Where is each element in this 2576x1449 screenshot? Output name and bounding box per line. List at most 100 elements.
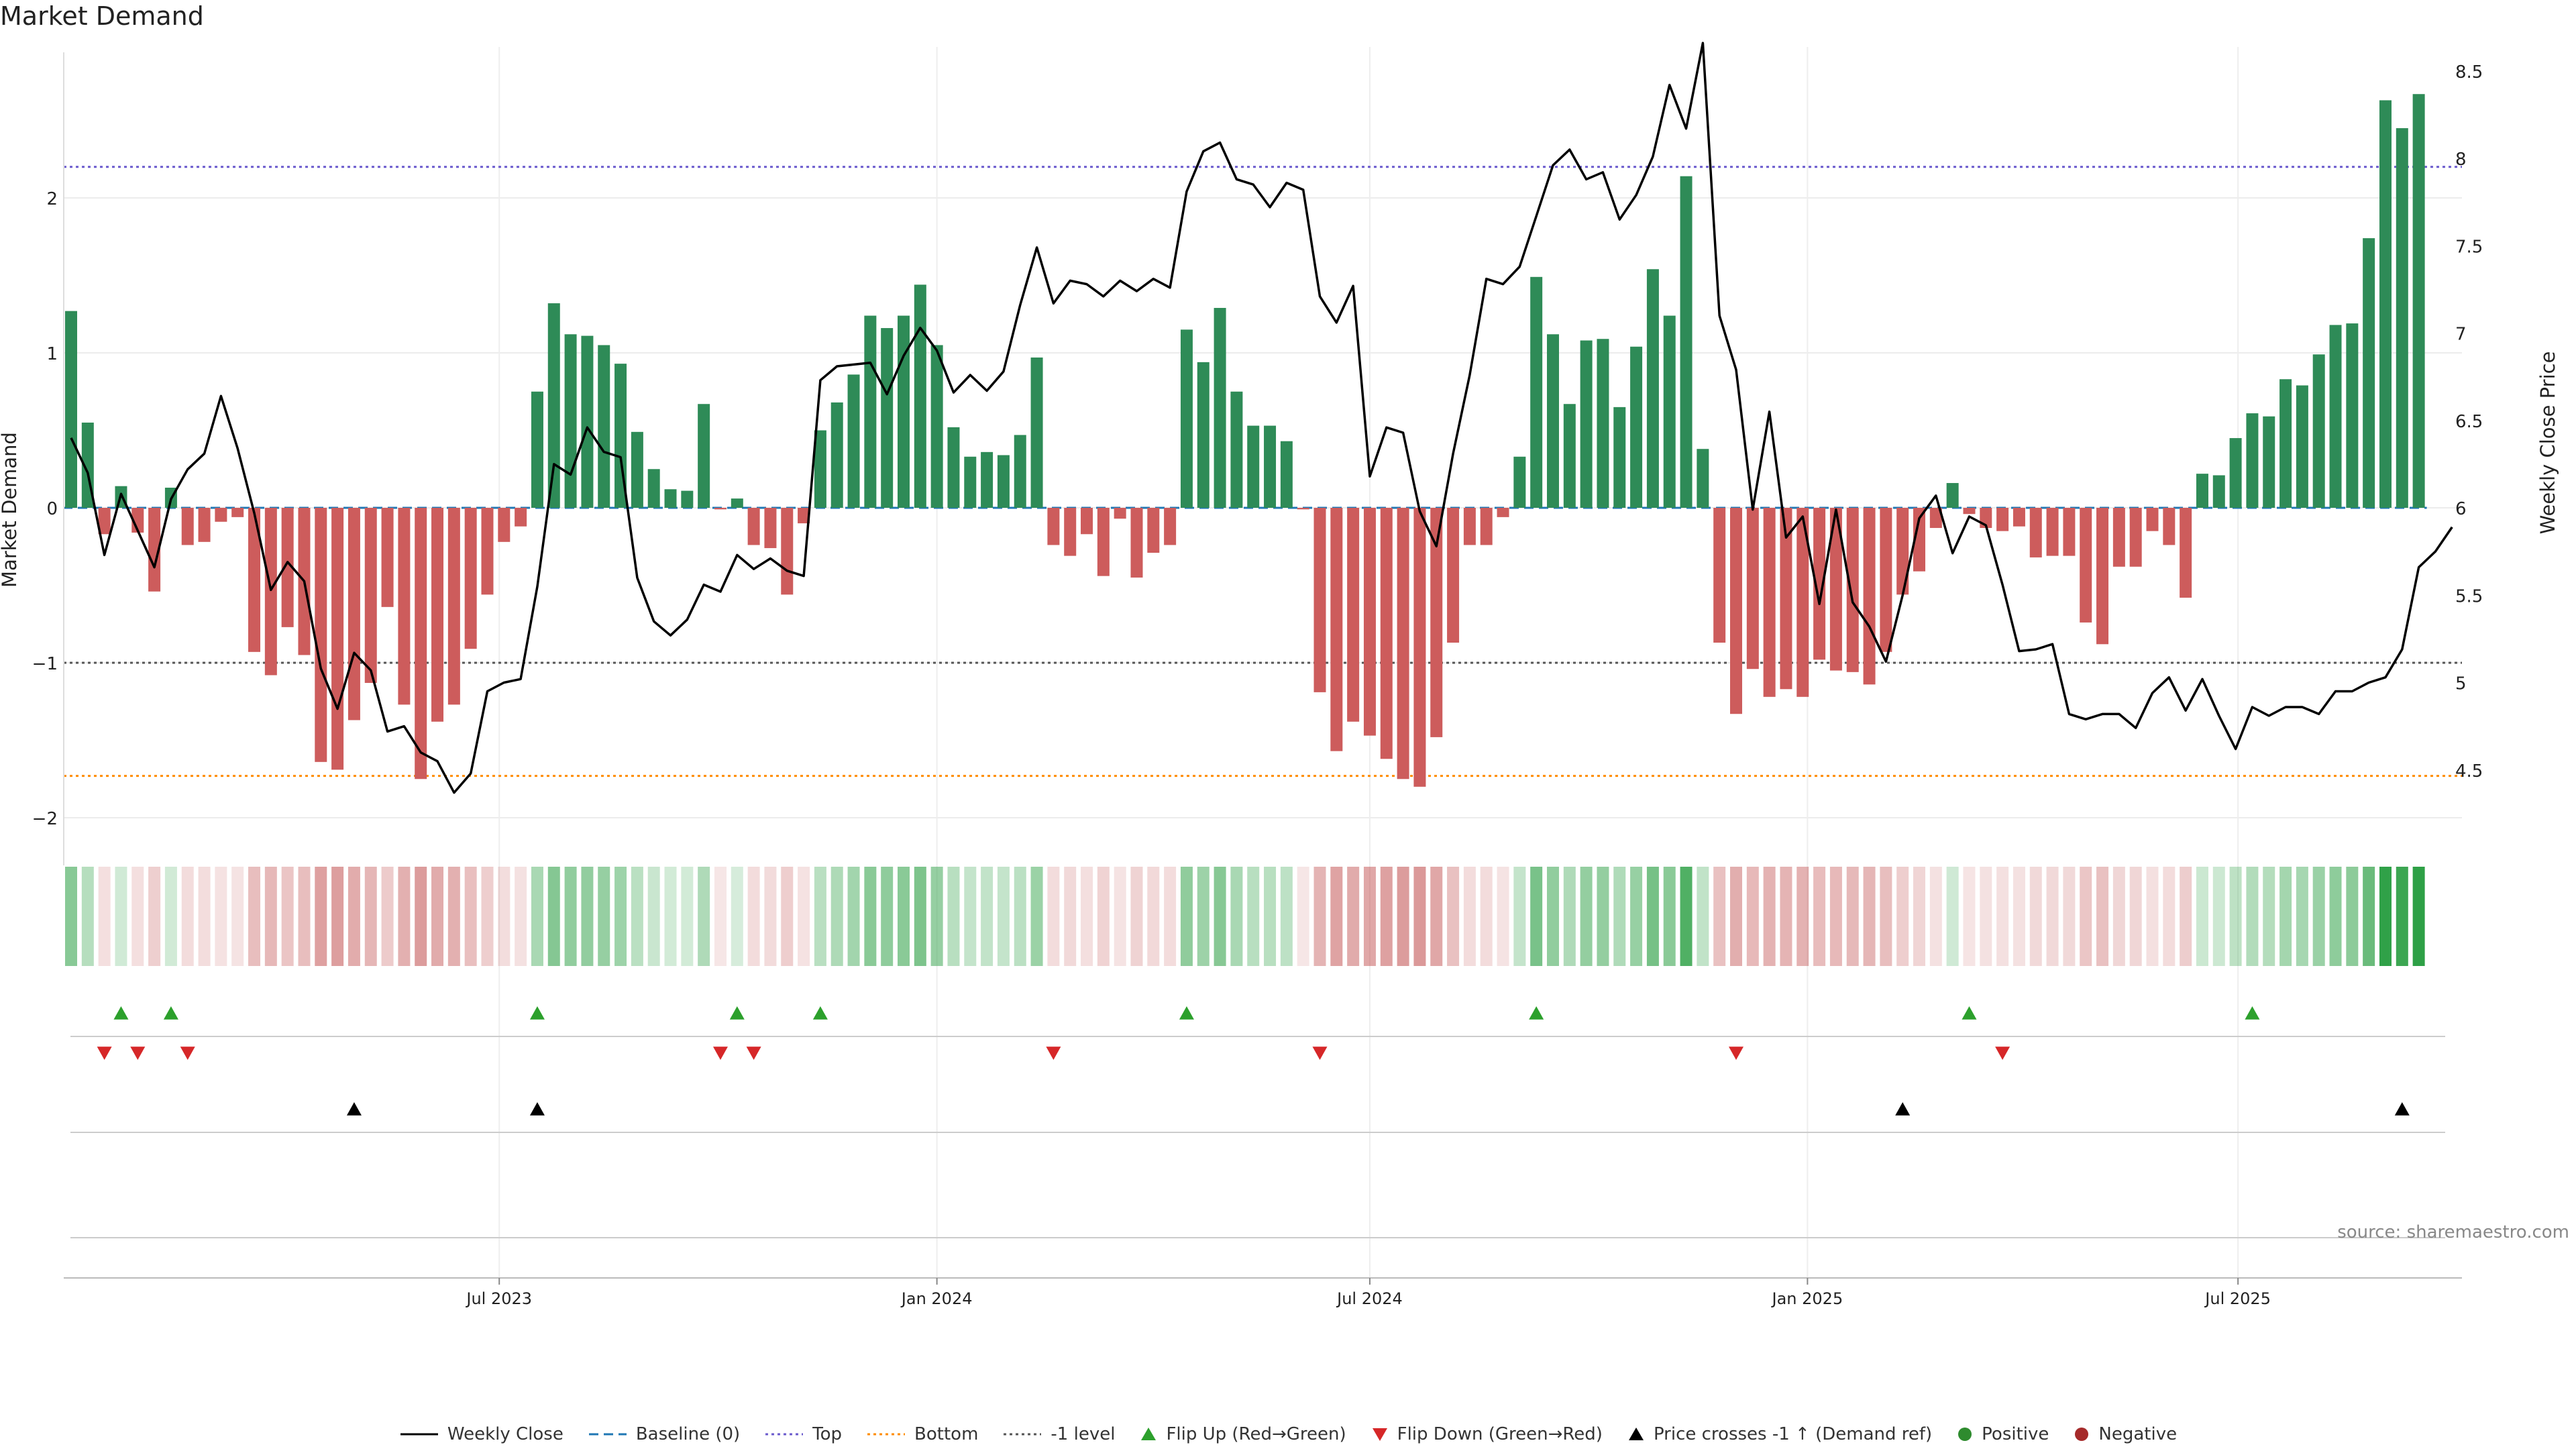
demand-bar [98,508,111,535]
demand-bar [2329,325,2342,508]
heat-strip-cell [1563,867,1576,966]
y-tick-label: 1 [46,344,58,364]
heat-strip-cell [2096,867,2109,966]
heat-strip-cell [1963,867,1976,966]
demand-bar [2346,323,2359,508]
demand-bar [1513,456,1526,508]
heat-strip-cell [1780,867,1792,966]
demand-bar [464,508,477,649]
flip-down-marker [1995,1046,2010,1060]
legend-symbol [2075,1428,2089,1441]
heat-strip-cell [1347,867,1360,966]
demand-bar [1164,508,1177,545]
heat-strip-cell [1763,867,1776,966]
demand-bar [664,489,677,508]
demand-bar [1546,334,1559,508]
legend-label: Flip Down (Green→Red) [1397,1424,1603,1444]
demand-bar [1147,508,1160,553]
demand-bar [1680,176,1693,508]
flip-up-marker [113,1006,129,1020]
heat-strip-cell [498,867,511,966]
demand-bar [1064,508,1077,556]
heat-strip-cell [2379,867,2392,966]
demand-bar [1097,508,1110,576]
demand-bar [1829,508,1842,671]
heat-strip-cell [415,867,427,966]
heat-strip-cell [281,867,294,966]
demand-bar [364,508,377,684]
demand-bar [1497,508,1509,517]
demand-bar [1796,508,1809,697]
demand-bar [1347,508,1360,722]
legend-item: Flip Down (Green→Red) [1371,1424,1603,1444]
demand-bar [1963,508,1976,515]
y2-tick-label: 6 [2455,499,2467,519]
demand-bar [398,508,411,705]
demand-bar [2396,128,2408,508]
heat-strip-cell [2246,867,2259,966]
demand-bar [1913,508,1926,572]
legend-label: Negative [2098,1424,2178,1444]
heat-strip-cell [1180,867,1193,966]
heat-strip-cell [714,867,727,966]
heat-strip-cell [1630,867,1643,966]
heat-strip-cell [847,867,860,966]
demand-bar [1264,425,1277,508]
flip-down-marker [746,1046,761,1060]
heat-strip-cell [598,867,610,966]
heat-strip-cell [131,867,144,966]
heat-strip-cell [1480,867,1493,966]
y-tick-label: 2 [46,189,58,209]
demand-bar [281,508,294,627]
heat-strip-cell [364,867,377,966]
heat-strip-cell [614,867,627,966]
demand-bar [2112,508,2125,567]
legend-symbol [1628,1428,1644,1440]
demand-bar [1946,483,1959,508]
heat-strip-cell [864,867,877,966]
demand-bar [1380,508,1393,759]
heat-strip-cell [814,867,826,966]
demand-bar [2096,508,2109,645]
flip-up-marker [529,1006,545,1020]
demand-bar [747,508,760,545]
heat-strip-cell [347,867,360,966]
legend-symbol [1004,1433,1042,1436]
demand-bar [864,315,877,508]
demand-bar [681,490,694,508]
demand-bar [1430,508,1443,737]
demand-bar [1280,441,1293,508]
heat-strip-cell [898,867,910,966]
demand-bar [181,508,194,545]
axes: −2 −1 0 1 2 4.5 5 5.5 6 6.5 7 7.5 8 8.5 Jul 2023 Jan 20… [32,52,2483,1308]
heat-strip-cell [1580,867,1593,966]
heat-strip-cell [1380,867,1393,966]
demand-bar [1530,276,1543,508]
y2-tick-label: 6.5 [2455,412,2483,432]
demand-bar [1763,508,1776,697]
demand-bar [231,508,244,517]
heat-strip-cell [447,867,460,966]
heat-strip-cell [1913,867,1926,966]
heat-strip-cell [881,867,894,966]
demand-bar [1030,357,1043,508]
heat-strip-cell [1530,867,1543,966]
heat-strip-cell [2046,867,2059,966]
heat-strip-cell [1497,867,1509,966]
demand-bar [347,508,360,720]
demand-bar [1413,508,1426,787]
heat-strip-cell [2129,867,2142,966]
legend-label: Weekly Close [447,1424,564,1444]
heat-strip-cell [1730,867,1742,966]
demand-bar [631,431,643,508]
heat-strip-cell [215,867,227,966]
heat-strip-cell [65,867,77,966]
flip-down-marker [180,1046,195,1060]
demand-bar [781,508,794,595]
y2-tick-label: 8 [2455,150,2467,170]
demand-bar [1114,508,1126,519]
heat-strip-cell [764,867,777,966]
demand-bar [1563,404,1576,508]
heat-strip-cell [248,867,261,966]
demand-bar [498,508,511,542]
